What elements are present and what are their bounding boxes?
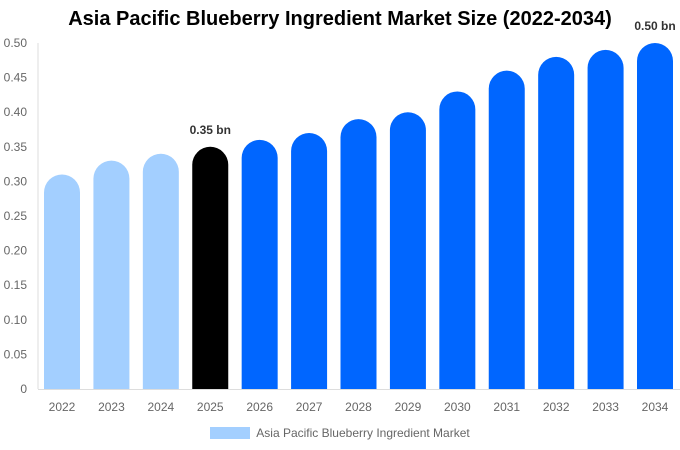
x-tick-label: 2025: [197, 400, 224, 414]
bar-2030: [439, 91, 476, 390]
bar-2027: [291, 132, 328, 389]
bar-2025: [192, 146, 229, 389]
y-tick-label: 0.15: [4, 278, 28, 292]
x-tick-label: 2028: [345, 400, 372, 414]
y-tick-label: 0.05: [4, 347, 28, 361]
y-tick-label: 0.40: [4, 105, 28, 119]
data-label: 0.35 bn: [190, 123, 231, 137]
bar-2028: [340, 119, 377, 389]
bar-2024: [142, 153, 179, 389]
bar-2034: [637, 43, 673, 389]
y-tick-label: 0: [20, 382, 27, 396]
bar-2029: [389, 112, 426, 389]
data-label: 0.50 bn: [634, 19, 675, 33]
bar-2022: [44, 174, 80, 389]
bar-2026: [241, 139, 278, 389]
y-tick-label: 0.30: [4, 174, 28, 188]
bar-2033: [587, 49, 624, 390]
legend-swatch: [210, 427, 251, 439]
x-tick-label: 2023: [98, 400, 125, 414]
y-tick-label: 0.45: [4, 71, 28, 85]
x-tick-label: 2026: [246, 400, 273, 414]
y-tick-label: 0.10: [4, 313, 28, 327]
legend-label: Asia Pacific Blueberry Ingredient Market: [256, 426, 470, 440]
x-tick-label: 2034: [642, 400, 669, 414]
x-tick-label: 2029: [395, 400, 422, 414]
chart-title: Asia Pacific Blueberry Ingredient Market…: [68, 8, 612, 30]
bar-2031: [488, 70, 525, 390]
x-tick-label: 2032: [543, 400, 570, 414]
bar-2032: [538, 56, 575, 390]
y-tick-label: 0.20: [4, 244, 28, 258]
legend[interactable]: Asia Pacific Blueberry Ingredient Market: [0, 426, 680, 440]
x-tick-label: 2031: [493, 400, 520, 414]
x-tick-label: 2030: [444, 400, 471, 414]
x-tick-label: 2024: [147, 400, 174, 414]
x-tick-label: 2033: [592, 400, 619, 414]
bar-2023: [93, 160, 130, 389]
y-tick-label: 0.35: [4, 140, 28, 154]
y-tick-label: 0.25: [4, 209, 28, 223]
x-tick-label: 2027: [296, 400, 323, 414]
y-tick-label: 0.50: [4, 36, 28, 50]
x-tick-label: 2022: [49, 400, 76, 414]
